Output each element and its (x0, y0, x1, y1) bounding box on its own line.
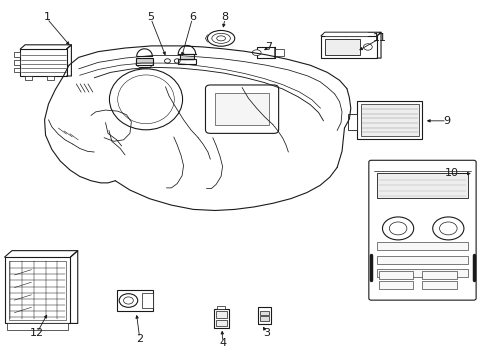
Bar (47, 76, 54, 80)
Bar (9, 261, 65, 320)
Bar (376, 256, 467, 264)
Bar (178, 59, 195, 64)
Bar (256, 47, 275, 58)
FancyBboxPatch shape (205, 85, 278, 134)
Bar (356, 101, 422, 139)
Text: 11: 11 (372, 33, 386, 43)
Text: 12: 12 (30, 328, 44, 338)
Bar (213, 309, 229, 328)
Bar (4, 257, 70, 323)
Bar (259, 311, 269, 315)
Bar (216, 306, 225, 309)
Text: 7: 7 (265, 42, 272, 52)
Text: 4: 4 (219, 338, 225, 348)
Text: 8: 8 (221, 12, 228, 22)
Bar (7, 323, 68, 330)
Bar (422, 282, 456, 289)
Text: 3: 3 (263, 328, 269, 338)
Bar (215, 320, 227, 326)
Bar (20, 49, 66, 76)
Bar (136, 58, 153, 64)
Text: 5: 5 (147, 12, 154, 22)
Bar (117, 290, 153, 311)
Ellipse shape (216, 36, 225, 41)
Bar (215, 93, 268, 126)
Bar (378, 271, 412, 279)
Text: 9: 9 (443, 116, 449, 126)
Bar (259, 316, 269, 320)
Bar (180, 54, 193, 60)
Ellipse shape (211, 33, 230, 43)
Bar (275, 49, 284, 56)
Bar (422, 271, 456, 279)
Text: 2: 2 (136, 333, 143, 343)
Bar (360, 104, 418, 136)
Text: 1: 1 (43, 12, 50, 22)
Bar (142, 293, 153, 308)
Bar (378, 282, 412, 289)
Bar (376, 269, 467, 277)
Text: 10: 10 (444, 168, 458, 178)
Bar (347, 114, 356, 130)
FancyBboxPatch shape (368, 160, 475, 300)
Bar (14, 60, 20, 64)
Bar (325, 40, 359, 55)
Bar (257, 307, 271, 324)
Text: 6: 6 (188, 12, 195, 22)
Bar (215, 311, 227, 318)
Ellipse shape (207, 31, 234, 46)
Bar (14, 68, 20, 72)
Bar (25, 76, 32, 80)
Ellipse shape (252, 50, 261, 55)
Bar (321, 36, 376, 58)
Bar (14, 52, 20, 57)
Bar (376, 173, 467, 198)
Bar (376, 242, 467, 250)
